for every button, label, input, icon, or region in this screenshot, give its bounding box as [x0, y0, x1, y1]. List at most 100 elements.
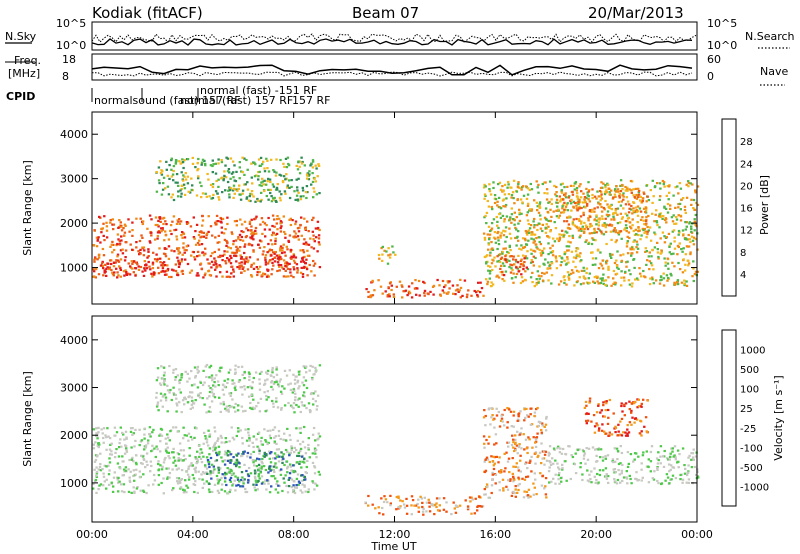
power-cell [164, 255, 168, 258]
power-cell [624, 203, 628, 206]
velocity-cell [172, 426, 175, 429]
power-cell [161, 270, 164, 273]
time-tick-label: 08:00 [278, 528, 310, 541]
power-cell [275, 254, 279, 257]
power-cell [564, 192, 567, 195]
power-cell [282, 275, 286, 278]
power-cell [595, 219, 598, 222]
velocity-cell [164, 456, 167, 460]
velocity-cell [667, 458, 670, 461]
velocity-cell [551, 457, 554, 460]
power-cell [517, 254, 520, 257]
power-cell [394, 253, 397, 256]
velocity-cell [635, 471, 638, 474]
velocity-cell [208, 453, 211, 456]
velocity-cell [171, 468, 174, 471]
velocity-cell [177, 459, 181, 462]
velocity-cell [244, 487, 247, 491]
velocity-cell [205, 467, 209, 470]
power-cell [211, 234, 214, 237]
power-cell [596, 275, 599, 278]
velocity-cell [153, 447, 156, 450]
power-cell [232, 176, 235, 179]
velocity-cell [309, 392, 313, 396]
power-cell [96, 238, 100, 241]
power-cell [557, 283, 561, 286]
power-cell [182, 232, 185, 235]
velocity-cell [628, 421, 632, 424]
power-cell [227, 275, 230, 278]
power-cell [270, 234, 274, 237]
velocity-cell [223, 379, 226, 382]
velocity-cell [110, 450, 113, 453]
power-cell [208, 273, 212, 277]
power-cell [651, 276, 654, 279]
velocity-cell [253, 486, 256, 489]
velocity-cell [535, 493, 538, 496]
power-cell [166, 269, 169, 272]
power-cell [96, 239, 99, 242]
velocity-cell [167, 451, 170, 454]
power-cell [599, 186, 603, 189]
power-cell [588, 272, 591, 275]
velocity-cell [554, 482, 557, 485]
power-cell [222, 179, 225, 182]
velocity-cell [483, 488, 486, 491]
velocity-cell [156, 367, 160, 370]
power-cell [201, 214, 204, 218]
velocity-cell [152, 473, 156, 477]
power-cell [569, 272, 573, 275]
power-cell [631, 252, 634, 255]
velocity-cell [258, 466, 261, 469]
power-cell [157, 179, 161, 182]
velocity-cell [226, 454, 229, 457]
power-cell [673, 283, 677, 286]
velocity-cell [518, 443, 521, 446]
power-cell [381, 259, 384, 262]
velocity-cell [639, 420, 643, 423]
velocity-cell [557, 478, 560, 481]
power-cell [111, 251, 114, 254]
velocity-cell [295, 461, 299, 464]
velocity-cell [229, 468, 233, 471]
power-cell [93, 229, 96, 232]
velocity-cell [210, 374, 214, 377]
velocity-cell [502, 487, 505, 490]
power-cell [156, 237, 159, 240]
power-cell [127, 218, 130, 221]
power-cell [604, 283, 607, 287]
velocity-cell [470, 496, 473, 499]
velocity-cell [557, 474, 560, 477]
power-cell [238, 249, 241, 252]
power-cell [273, 170, 276, 173]
power-cell [312, 196, 315, 199]
velocity-cell [179, 486, 183, 489]
power-cell [601, 223, 605, 226]
power-cell [262, 183, 265, 186]
power-cell [102, 254, 106, 257]
nave-label: Nave [760, 65, 788, 78]
power-cell [197, 177, 200, 180]
velocity-cell [620, 402, 623, 405]
power-cell [305, 242, 308, 246]
power-cell [579, 227, 582, 230]
power-cell [645, 216, 648, 219]
velocity-cell [255, 405, 258, 408]
power-cell [182, 166, 185, 170]
velocity-cell [690, 466, 694, 469]
power-cell [260, 191, 263, 194]
velocity-cell [307, 437, 310, 440]
velocity-cell [153, 479, 157, 482]
velocity-cell [141, 455, 145, 458]
power-cell [504, 203, 508, 207]
velocity-cell [531, 446, 534, 449]
power-cell [529, 261, 533, 264]
velocity-cell [517, 484, 520, 487]
power-cell [267, 177, 270, 180]
power-cell [243, 157, 246, 160]
count-panel: N.Sky 10^5 10^0 10^5 10^0 N.Search [5, 17, 795, 52]
velocity-cell [280, 406, 283, 410]
power-cell [207, 230, 210, 233]
velocity-cell [276, 406, 280, 409]
